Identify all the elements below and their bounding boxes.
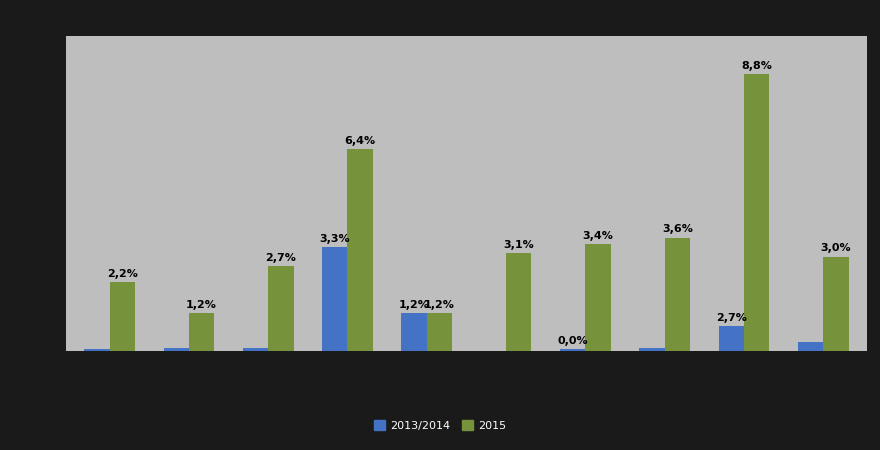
Text: 3,3%: 3,3% bbox=[319, 234, 350, 244]
Text: 3,0%: 3,0% bbox=[820, 243, 851, 253]
Text: 3,1%: 3,1% bbox=[503, 240, 534, 250]
Bar bbox=[189, 313, 214, 351]
Text: 1,2%: 1,2% bbox=[187, 300, 217, 310]
Bar bbox=[560, 349, 585, 351]
Text: 2,2%: 2,2% bbox=[106, 269, 138, 279]
Bar bbox=[664, 238, 690, 351]
Text: 0,0%: 0,0% bbox=[557, 336, 588, 346]
Text: 6,4%: 6,4% bbox=[345, 136, 376, 146]
Text: 3,4%: 3,4% bbox=[583, 231, 613, 241]
Bar bbox=[639, 348, 664, 351]
Bar bbox=[243, 348, 268, 351]
Text: 1,2%: 1,2% bbox=[424, 300, 455, 310]
Text: 2,7%: 2,7% bbox=[715, 313, 746, 323]
Legend: 2013/2014, 2015: 2013/2014, 2015 bbox=[370, 416, 510, 436]
Text: 3,6%: 3,6% bbox=[662, 225, 693, 234]
Bar bbox=[798, 342, 823, 351]
Bar bbox=[322, 247, 348, 351]
Text: 2,7%: 2,7% bbox=[266, 253, 297, 263]
Bar bbox=[506, 253, 532, 351]
Bar bbox=[401, 313, 427, 351]
Bar bbox=[110, 282, 135, 351]
Bar bbox=[427, 313, 452, 351]
Text: 1,2%: 1,2% bbox=[399, 300, 429, 310]
Bar bbox=[744, 74, 769, 351]
Bar bbox=[585, 244, 611, 351]
Bar bbox=[164, 348, 189, 351]
Text: 8,8%: 8,8% bbox=[741, 61, 772, 71]
Bar bbox=[348, 149, 373, 351]
Bar bbox=[84, 349, 110, 351]
Bar bbox=[719, 326, 744, 351]
Bar bbox=[268, 266, 294, 351]
Bar bbox=[823, 256, 848, 351]
